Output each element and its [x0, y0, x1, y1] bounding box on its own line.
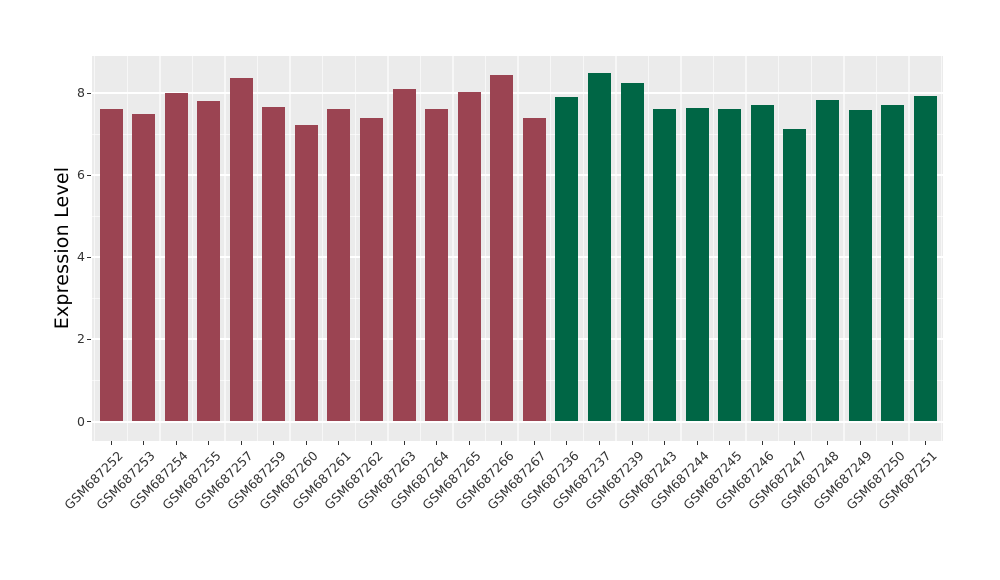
bar [783, 129, 807, 422]
bar [164, 93, 188, 422]
y-tick-label: 4 [77, 249, 85, 265]
bar [392, 88, 416, 422]
y-tick-mark [87, 421, 91, 422]
bar [425, 108, 449, 422]
y-tick-mark [87, 338, 91, 340]
y-tick-mark [87, 92, 91, 94]
vertical-gridline [875, 56, 878, 441]
y-tick-label: 6 [77, 167, 85, 183]
bar [99, 109, 123, 422]
x-tick-mark [599, 441, 601, 445]
bar [327, 109, 351, 422]
vertical-gridline [777, 56, 780, 441]
bar [620, 82, 644, 422]
bar [816, 100, 840, 422]
x-tick-mark [631, 441, 633, 445]
x-tick-mark [794, 441, 796, 445]
x-tick-mark [371, 441, 373, 445]
bar [588, 73, 612, 422]
x-tick-mark [338, 441, 340, 445]
vertical-gridline [289, 56, 291, 441]
vertical-gridline [387, 56, 389, 441]
vertical-gridline [159, 56, 161, 441]
x-tick-mark [468, 441, 470, 445]
bar [132, 113, 156, 422]
vertical-gridline [810, 56, 812, 441]
bar [294, 125, 318, 422]
bar [913, 96, 937, 422]
vertical-gridline [256, 56, 259, 441]
vertical-gridline [354, 56, 357, 441]
bar [360, 118, 384, 422]
x-tick-mark [729, 441, 731, 445]
bar [457, 91, 481, 422]
x-tick-mark [566, 441, 568, 445]
vertical-gridline [549, 56, 552, 441]
vertical-gridline [93, 56, 96, 441]
bar [848, 110, 872, 422]
y-tick-label: 8 [77, 85, 85, 101]
x-tick-mark [305, 441, 307, 445]
bar [555, 97, 579, 422]
vertical-gridline [647, 56, 650, 441]
x-tick-mark [143, 441, 145, 445]
bar [490, 74, 514, 422]
bar [685, 107, 709, 422]
bar [653, 109, 677, 422]
x-tick-mark [892, 441, 894, 445]
bar [229, 77, 253, 422]
x-tick-mark [761, 441, 763, 445]
y-tick-label: 0 [77, 413, 85, 429]
vertical-gridline [582, 56, 584, 441]
y-tick-label: 2 [77, 331, 85, 347]
x-tick-mark [501, 441, 503, 445]
x-tick-mark [208, 441, 210, 445]
vertical-gridline [680, 56, 682, 441]
vertical-gridline [321, 56, 324, 441]
x-tick-mark [924, 441, 926, 445]
vertical-gridline [745, 56, 747, 441]
vertical-gridline [843, 56, 845, 441]
x-tick-mark [827, 441, 829, 445]
x-tick-mark [696, 441, 698, 445]
vertical-gridline [517, 56, 519, 441]
x-tick-mark [664, 441, 666, 445]
bar [750, 104, 774, 422]
x-tick-mark [436, 441, 438, 445]
x-tick-mark [859, 441, 861, 445]
vertical-gridline [908, 56, 910, 441]
x-tick-mark [110, 441, 112, 445]
vertical-gridline [224, 56, 226, 441]
vertical-gridline [940, 56, 943, 441]
bar [262, 107, 286, 422]
vertical-gridline [712, 56, 715, 441]
y-axis-title: Expression Level [51, 166, 73, 330]
x-tick-mark [533, 441, 535, 445]
x-tick-mark [403, 441, 405, 445]
bar [522, 117, 546, 422]
vertical-gridline [191, 56, 194, 441]
vertical-gridline [615, 56, 617, 441]
vertical-gridline [452, 56, 454, 441]
bar [718, 108, 742, 422]
bar [197, 101, 221, 422]
vertical-gridline [484, 56, 487, 441]
vertical-gridline [419, 56, 422, 441]
vertical-gridline [126, 56, 129, 441]
x-tick-mark [240, 441, 242, 445]
y-tick-mark [87, 256, 91, 258]
plot-panel [92, 56, 943, 441]
x-tick-mark [175, 441, 177, 445]
bar [881, 105, 905, 422]
x-tick-mark [273, 441, 275, 445]
y-tick-mark [87, 174, 91, 176]
